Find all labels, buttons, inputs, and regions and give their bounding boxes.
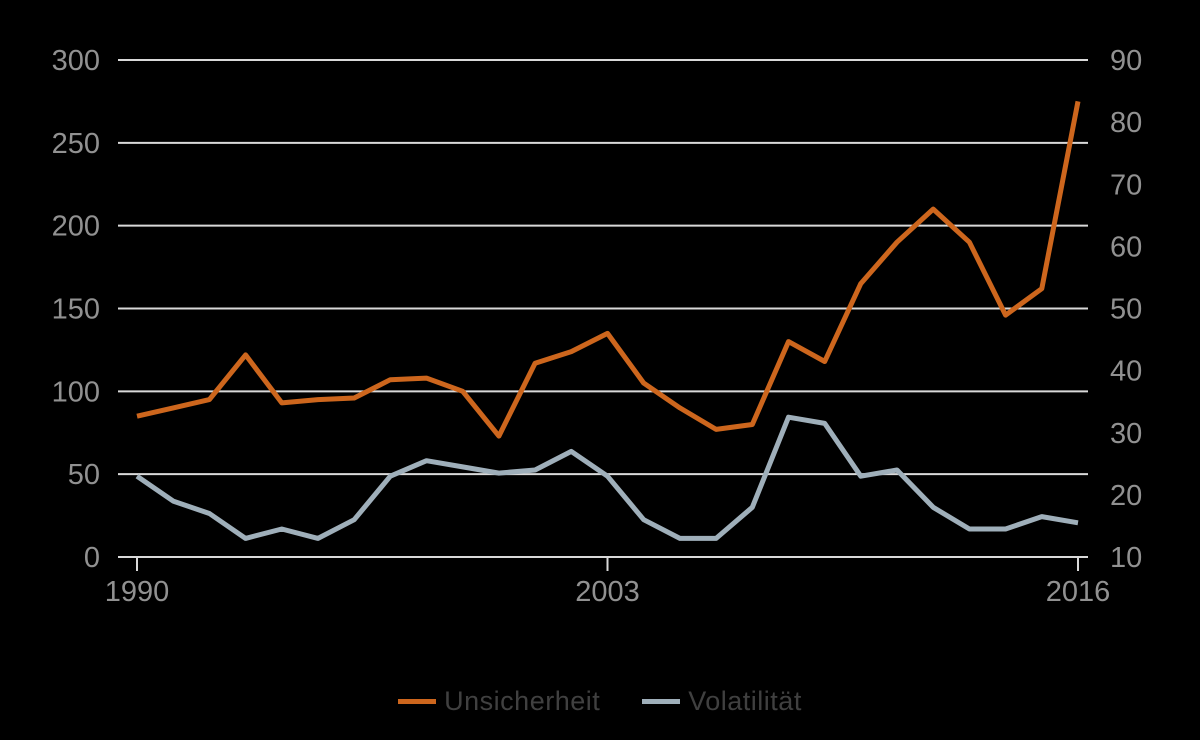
right-axis-tick-label: 60 [1110,231,1142,263]
volatilitaet-line-swatch-icon [642,699,681,704]
left-axis-tick-label: 200 [52,211,100,243]
series-line-unsicherheit [136,100,1081,439]
right-axis-tick-label: 30 [1110,418,1142,450]
right-axis-tick-label: 10 [1110,542,1142,574]
legend-label-volatilitaet: Volatilität [688,686,802,716]
right-axis-tick-label: 20 [1110,480,1142,512]
left-axis-tick-label: 150 [52,294,100,326]
left-axis-tick-label: 50 [68,459,100,491]
legend-label-unsicherheit: Unsicherheit [444,686,601,716]
x-axis-tick-label: 2016 [1046,576,1111,608]
series-line-volatilität [135,414,1079,541]
chart-legend: Unsicherheit Volatilität [0,686,1200,717]
left-axis-tick-label: 0 [84,542,100,574]
left-axis-tick-label: 100 [52,376,100,408]
right-axis-tick-label: 50 [1110,294,1142,326]
x-axis-tick-label: 1990 [105,576,170,608]
legend-item-volatilitaet: Volatilität [642,686,802,717]
right-axis-tick-label: 40 [1110,356,1142,388]
legend-item-unsicherheit: Unsicherheit [398,686,600,717]
left-axis-tick-label: 250 [52,128,100,160]
right-axis-tick-label: 90 [1110,45,1142,77]
x-axis-tick-label: 2003 [575,576,640,608]
left-axis-tick-label: 300 [52,45,100,77]
right-axis-tick-label: 70 [1110,169,1142,201]
right-axis-tick-label: 80 [1110,107,1142,139]
unsicherheit-line-swatch-icon [398,699,437,704]
